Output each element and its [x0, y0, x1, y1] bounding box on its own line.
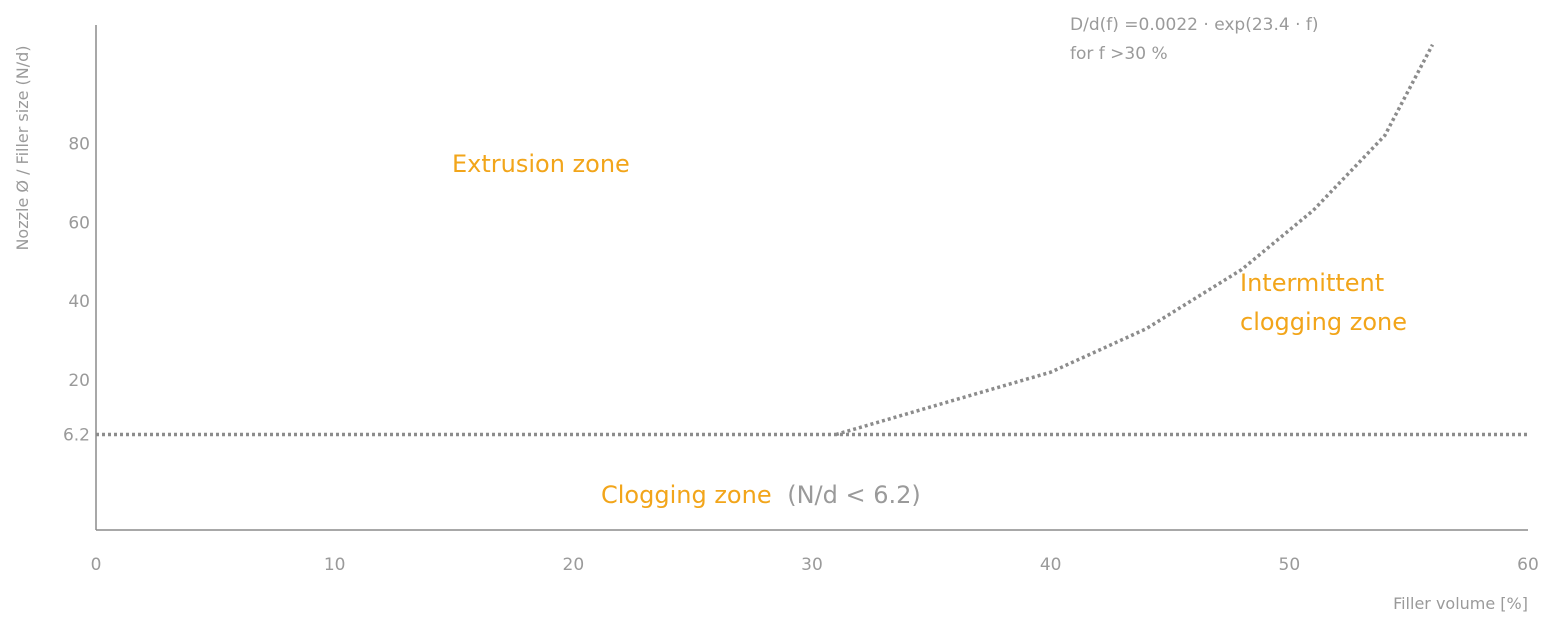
exponential-curve — [835, 43, 1435, 437]
x-tick-labels: 0 10 20 30 40 50 60 — [91, 555, 1539, 575]
clogging-zone-condition: (N/d < 6.2) — [787, 481, 921, 509]
y-axis-label: Nozzle Ø / Filler size (N/d) — [13, 45, 32, 250]
clogging-zone-label: Clogging zone (N/d < 6.2) — [601, 481, 921, 509]
x-tick-label: 40 — [1040, 555, 1062, 575]
x-tick-label: 20 — [563, 555, 585, 575]
formula-annotation-line2: for f >30 % — [1070, 44, 1168, 64]
x-tick-label: 50 — [1279, 555, 1301, 575]
x-tick-label: 10 — [324, 555, 346, 575]
series-layer — [96, 43, 1528, 437]
intermittent-zone-label-line1: Intermittent — [1240, 269, 1384, 297]
x-tick-label: 60 — [1517, 555, 1539, 575]
x-axis-label: Filler volume [%] — [1393, 594, 1528, 613]
y-tick-labels: 6.2 20 40 60 80 — [63, 134, 90, 445]
extrusion-zone-label: Extrusion zone — [452, 150, 630, 178]
x-tick-label: 0 — [91, 555, 102, 575]
intermittent-zone-label-line2: clogging zone — [1240, 308, 1407, 336]
formula-annotation-line1: D/d(f) =0.0022 · exp(23.4 · f) — [1070, 15, 1319, 35]
x-tick-label: 30 — [801, 555, 823, 575]
y-tick-label: 6.2 — [63, 426, 90, 446]
y-tick-label: 80 — [68, 134, 90, 154]
y-tick-label: 40 — [68, 292, 90, 312]
y-tick-label: 20 — [68, 371, 90, 391]
clogging-zone-name: Clogging zone — [601, 481, 772, 509]
y-tick-label: 60 — [68, 213, 90, 233]
